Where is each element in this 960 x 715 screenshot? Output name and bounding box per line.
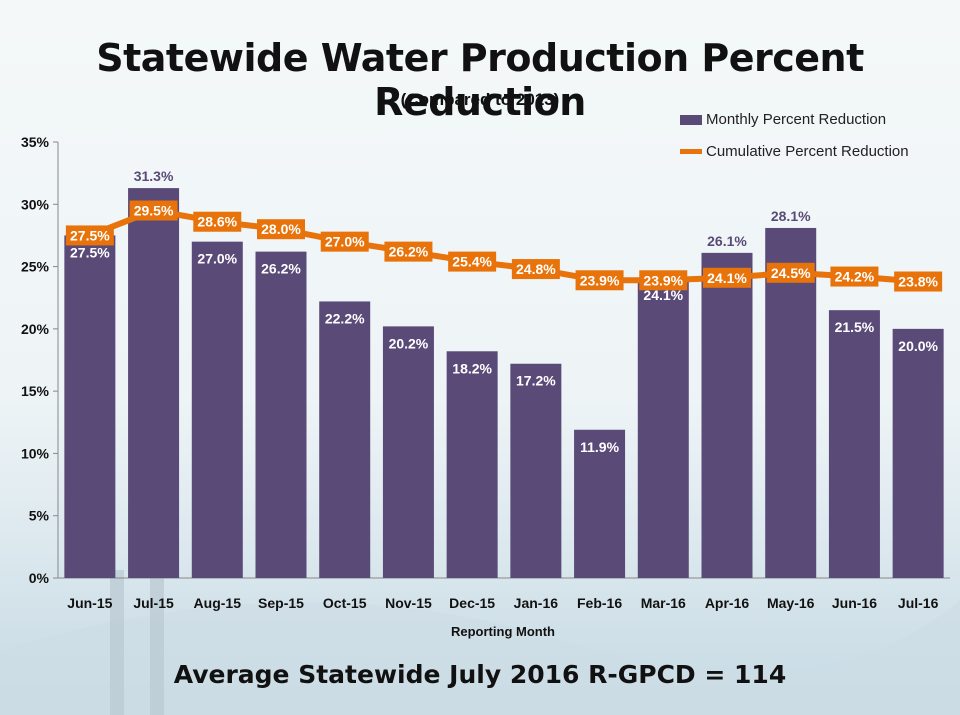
bridge-background xyxy=(0,570,960,715)
legend-cumulative-label: Cumulative Percent Reduction xyxy=(706,143,909,160)
bar-value-label: 22.2% xyxy=(325,310,365,326)
y-tick-label: 25% xyxy=(21,259,50,275)
bar-value-label: 20.0% xyxy=(898,338,938,354)
x-tick-label: Sep-15 xyxy=(258,595,304,611)
line-point-box xyxy=(639,270,688,291)
bar-value-label: 20.2% xyxy=(389,335,429,351)
line-point-box xyxy=(703,267,751,288)
line-value-label: 25.4% xyxy=(452,254,492,270)
bar-value-label: 17.2% xyxy=(516,373,556,389)
line-point-box xyxy=(65,225,114,246)
line-value-label: 28.0% xyxy=(261,221,301,237)
line-point-box xyxy=(575,270,624,291)
legend-monthly-swatch xyxy=(680,114,702,125)
line-point-box xyxy=(320,231,369,252)
line-point-box xyxy=(766,262,815,283)
line-value-label: 27.0% xyxy=(325,234,365,250)
x-tick-label: Jul-15 xyxy=(133,595,174,611)
y-tick-label: 15% xyxy=(21,383,50,399)
legend-cumulative: Cumulative Percent Reduction xyxy=(680,143,909,160)
x-tick-label: May-16 xyxy=(767,595,815,611)
line-value-label: 24.2% xyxy=(835,269,875,285)
y-tick-label: 30% xyxy=(21,196,50,212)
x-tick-label: Mar-16 xyxy=(641,595,686,611)
line-point-box xyxy=(448,251,497,272)
x-tick-label: Jun-16 xyxy=(832,595,877,611)
line-value-label: 24.1% xyxy=(707,270,747,286)
bar-monthly-May-16 xyxy=(765,227,817,578)
legend-monthly: Monthly Percent Reduction xyxy=(680,111,886,128)
y-tick-label: 0% xyxy=(29,570,50,586)
x-axis-label: Reporting Month xyxy=(451,624,555,639)
bar-value-label: 27.0% xyxy=(197,251,237,267)
legend-monthly-label: Monthly Percent Reduction xyxy=(706,111,887,128)
line-point-box xyxy=(193,211,242,232)
y-tick-label: 10% xyxy=(21,445,50,461)
bar-monthly-Jun-16 xyxy=(828,310,880,578)
bar-value-label: 18.2% xyxy=(452,360,492,376)
bar-value-label: 28.1% xyxy=(771,208,811,224)
line-point-box xyxy=(894,271,943,292)
bar-monthly-Nov-15 xyxy=(382,326,434,578)
x-tick-label: Feb-16 xyxy=(577,595,622,611)
y-tick-label: 20% xyxy=(21,321,50,337)
x-tick-label: Jan-16 xyxy=(514,595,559,611)
x-tick-label: Jul-16 xyxy=(898,595,939,611)
x-tick-label: Oct-15 xyxy=(323,595,367,611)
line-value-label: 29.5% xyxy=(134,203,174,219)
x-tick-label: Dec-15 xyxy=(449,595,495,611)
line-point-box xyxy=(384,241,433,262)
line-point-box xyxy=(257,219,305,240)
line-point-box xyxy=(129,200,178,221)
line-value-label: 23.9% xyxy=(643,272,683,288)
legend-cumulative-swatch xyxy=(680,149,702,154)
chart-title: Statewide Water Production Percent Reduc… xyxy=(96,36,864,124)
bar-value-label: 24.1% xyxy=(643,287,683,303)
line-point-box xyxy=(830,266,879,287)
bar-monthly-Jan-16 xyxy=(510,363,562,578)
bar-value-label: 27.5% xyxy=(70,244,110,260)
bar-monthly-Jul-15 xyxy=(128,188,180,578)
x-tick-label: Nov-15 xyxy=(385,595,432,611)
bar-monthly-Jun-15 xyxy=(64,235,116,578)
bar-value-label: 31.3% xyxy=(134,168,174,184)
x-tick-label: Apr-16 xyxy=(705,595,750,611)
bar-value-label: 11.9% xyxy=(580,439,619,455)
bar-monthly-Jul-16 xyxy=(892,328,944,578)
line-value-label: 26.2% xyxy=(389,244,429,260)
y-tick-label: 35% xyxy=(21,134,50,150)
bar-value-label: 26.1% xyxy=(707,233,747,249)
line-value-label: 24.8% xyxy=(516,261,556,277)
bar-monthly-Sep-15 xyxy=(255,251,307,578)
footer-rgpcd: Average Statewide July 2016 R-GPCD = 114 xyxy=(173,660,787,689)
line-point-box xyxy=(511,259,560,280)
x-tick-label: Jun-15 xyxy=(67,595,112,611)
bar-monthly-Feb-16 xyxy=(574,429,626,578)
line-value-label: 23.9% xyxy=(580,272,620,288)
y-tick-label: 5% xyxy=(29,508,50,524)
bar-monthly-Aug-15 xyxy=(191,241,243,578)
line-value-label: 27.5% xyxy=(70,227,110,243)
bar-value-label: 21.5% xyxy=(835,319,875,335)
chart-subtitle: (Compared to 2013) xyxy=(400,90,560,109)
line-value-label: 23.8% xyxy=(898,274,938,290)
bar-monthly-Apr-16 xyxy=(701,252,753,578)
x-tick-label: Aug-15 xyxy=(194,595,242,611)
bar-monthly-Dec-15 xyxy=(446,351,498,578)
bar-monthly-Oct-15 xyxy=(319,301,371,578)
bar-value-label: 26.2% xyxy=(261,261,301,277)
line-value-label: 28.6% xyxy=(197,214,237,230)
line-value-label: 24.5% xyxy=(771,265,811,281)
bar-monthly-Mar-16 xyxy=(637,277,689,578)
